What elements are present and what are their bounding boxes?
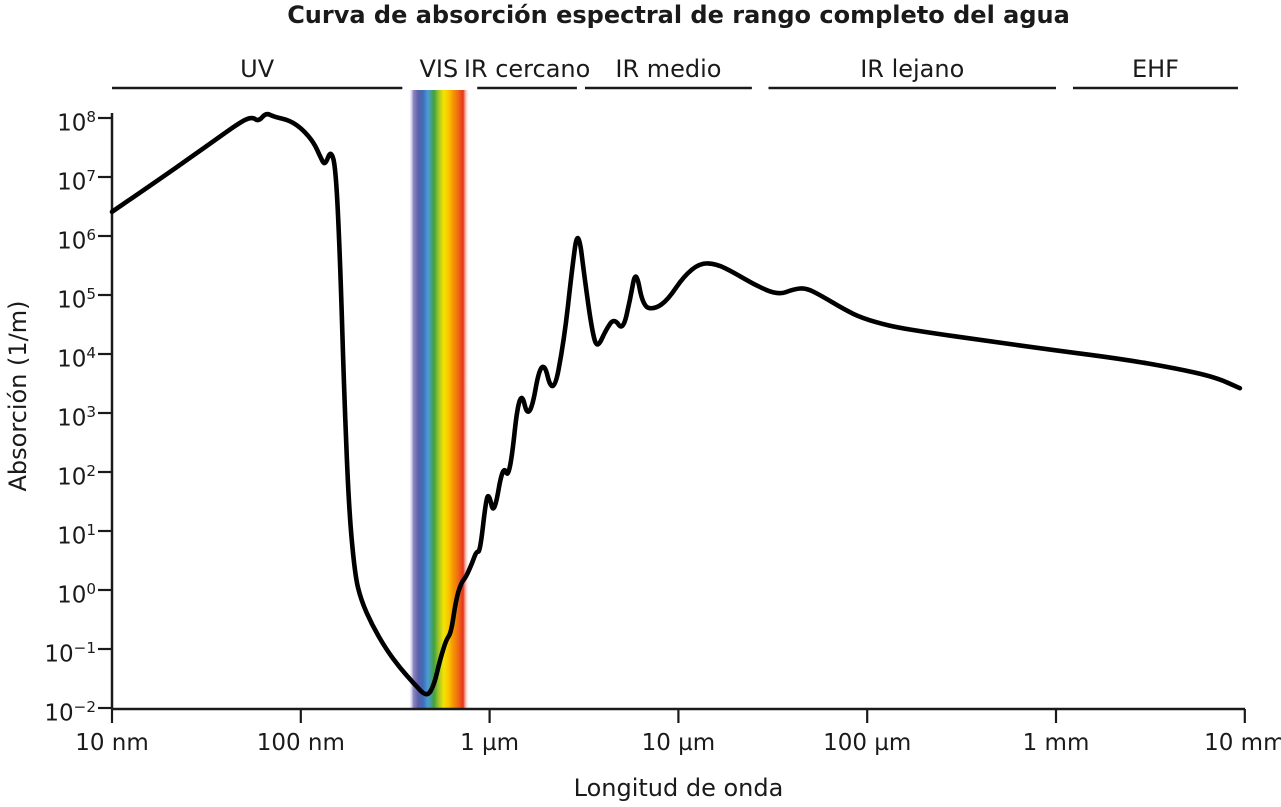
y-tick-label-9: 10−1 (44, 639, 96, 668)
y-tick-label-4: 104 (57, 344, 96, 373)
band-label-uv: UV (240, 55, 275, 83)
band-label-ir-near: IR cercano (463, 55, 591, 83)
x-tick-label-2: 1 µm (460, 730, 520, 756)
x-tick-label-0: 10 nm (75, 730, 149, 756)
x-tick-label-3: 10 µm (641, 730, 716, 756)
absorption-curve (109, 111, 1243, 697)
band-label-ehf: EHF (1131, 55, 1179, 83)
y-tick-label-3: 105 (57, 285, 96, 314)
x-axis-title: Longitud de onda (573, 774, 784, 802)
x-tick-label-6: 10 mm (1204, 730, 1281, 756)
y-tick-label-7: 101 (57, 521, 96, 550)
band-label-ir-far: IR lejano (860, 55, 965, 83)
y-tick-label-1: 107 (57, 167, 96, 196)
y-tick-label-10: 10−2 (44, 698, 96, 727)
x-tick-label-4: 100 µm (823, 730, 912, 756)
y-tick-label-6: 102 (57, 462, 96, 491)
y-tick-label-8: 100 (57, 580, 96, 609)
chart-title: Curva de absorción espectral de rango co… (287, 1, 1070, 29)
y-tick-label-2: 106 (57, 226, 96, 255)
band-label-ir-mid: IR medio (615, 55, 722, 83)
vis-rainbow-band (408, 90, 470, 709)
band-label-vis: VIS (419, 55, 459, 83)
y-axis-title: Absorción (1/m) (4, 300, 32, 492)
y-tick-label-5: 103 (57, 403, 96, 432)
y-tick-label-0: 108 (57, 108, 96, 137)
x-tick-label-1: 100 nm (256, 730, 345, 756)
x-tick-label-5: 1 mm (1022, 730, 1090, 756)
